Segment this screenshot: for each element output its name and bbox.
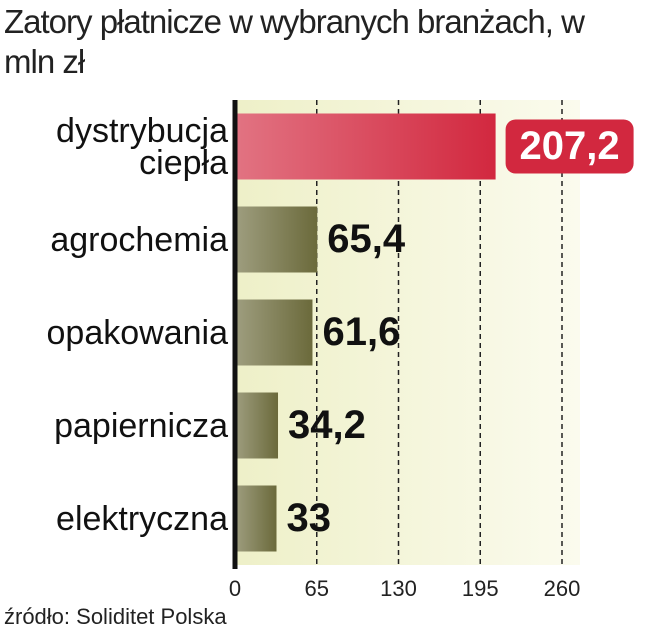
value-label: 61,6 <box>322 310 400 354</box>
bar-shade <box>235 206 318 273</box>
x-tick-label: 65 <box>305 576 329 601</box>
category-label: dystrybucja ciepła <box>56 111 228 182</box>
bar-shade <box>235 113 496 180</box>
x-tick-label: 130 <box>380 576 417 601</box>
bar-shade <box>235 392 279 459</box>
category-label: agrochemia <box>50 220 228 259</box>
x-tick-label: 260 <box>544 576 581 601</box>
source: źródło: Soliditet Polska <box>4 604 227 629</box>
value-label: 34,2 <box>288 403 366 447</box>
value-label-box <box>505 119 634 174</box>
x-tick-label: 0 <box>229 576 241 601</box>
value-label: 207,2 <box>520 124 620 168</box>
value-label: 65,4 <box>327 217 406 261</box>
bar-shade <box>235 299 313 366</box>
category-label: elektryczna <box>56 499 228 538</box>
category-label: papiernicza <box>54 406 228 445</box>
chart-title: Zatory płatnicze w wybranych branżach, w… <box>4 3 585 80</box>
bar-shade <box>235 485 277 552</box>
value-label: 33 <box>287 496 332 540</box>
category-label: opakowania <box>46 313 228 352</box>
x-tick-label: 195 <box>462 576 499 601</box>
